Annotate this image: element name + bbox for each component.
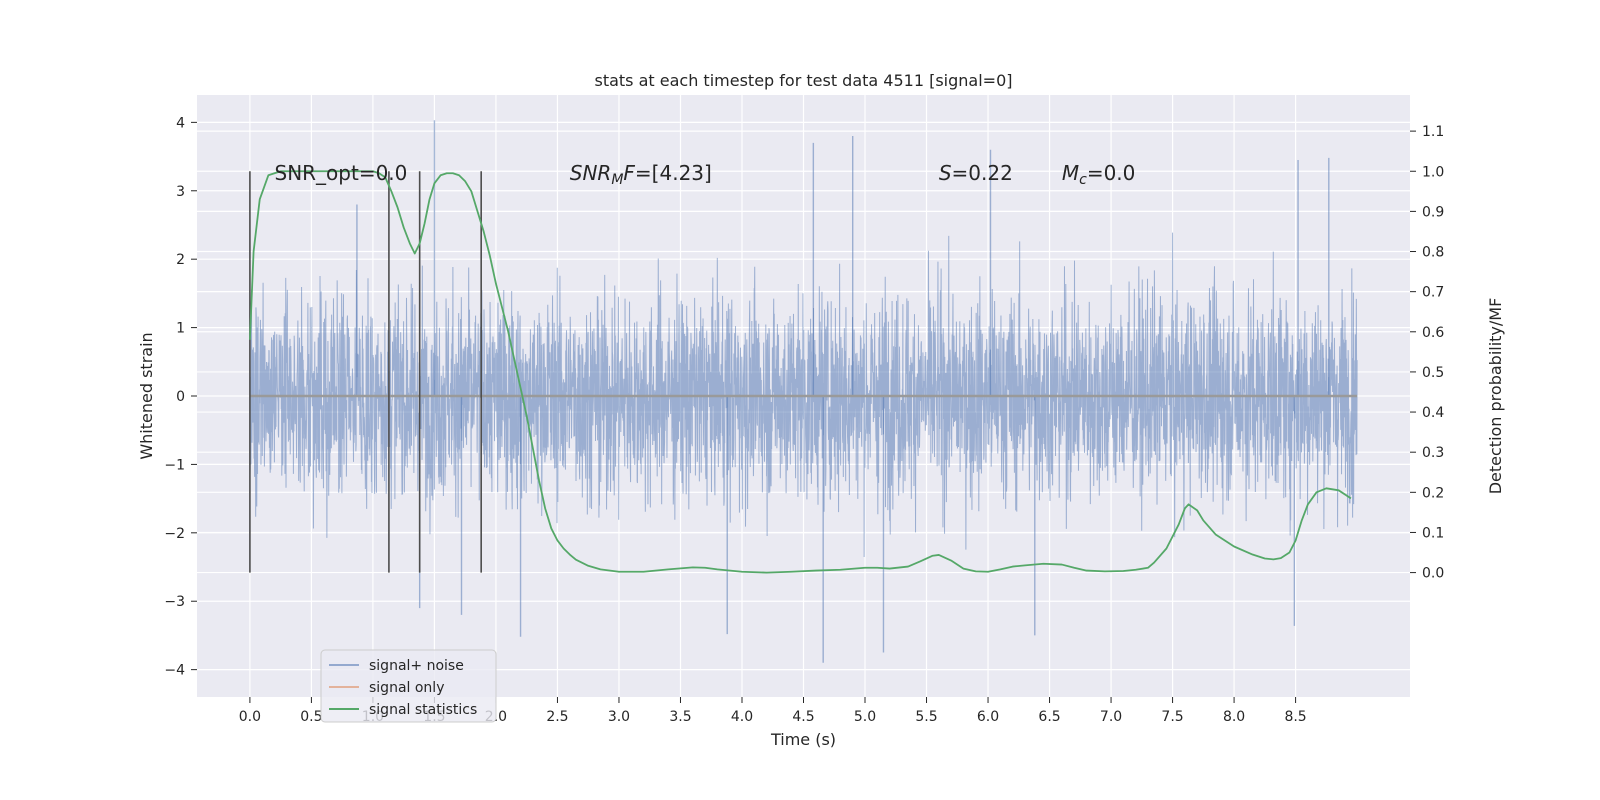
x-tick-label: 6.5 (1038, 709, 1060, 725)
y-right-tick-label: 1.0 (1422, 164, 1444, 180)
y-tick-label: −1 (164, 457, 185, 473)
y-right-tick-label: 0.6 (1422, 325, 1444, 341)
y-tick-label: 1 (176, 321, 185, 337)
x-tick-label: 4.0 (731, 709, 753, 725)
annotation-2: SNRMF=[4.23] (570, 161, 712, 188)
y-tick-label: 4 (176, 115, 185, 131)
legend: signal+ noise signal only signal statistic… (320, 649, 497, 723)
legend-label: signal statistics (369, 702, 477, 718)
y-right-tick-label: 0.5 (1422, 365, 1444, 381)
statistics-line (249, 170, 1352, 574)
x-tick-label: 6.0 (977, 709, 999, 725)
x-tick-label: 0.5 (300, 709, 322, 725)
y-axis-label: Whitened strain (137, 332, 156, 459)
x-tick-label: 8.5 (1284, 709, 1306, 725)
y-right-tick-label: 0.2 (1422, 485, 1444, 501)
x-tick-label: 3.5 (669, 709, 691, 725)
x-tick-label: 7.5 (1161, 709, 1183, 725)
y-tick-label: 2 (176, 252, 185, 268)
annotations: SNR_opt=0.0 SNRMF=[4.23] S=0.22 Mc=0.0 (275, 161, 1136, 188)
legend-label: signal+ noise (369, 658, 464, 674)
y-tick-label: −3 (164, 594, 185, 610)
x-tick-label: 0.0 (239, 709, 261, 725)
y-right-tick-label: 0.1 (1422, 525, 1444, 541)
y-right-tick-label: 0.8 (1422, 245, 1444, 261)
x-tick-label: 5.0 (854, 709, 876, 725)
legend-label: signal only (369, 680, 444, 696)
y-right-tick-label: 0.9 (1422, 204, 1444, 220)
x-axis-label: Time (s) (770, 730, 836, 749)
y-tick-label: 3 (176, 184, 185, 200)
y-right-tick-label: 0.7 (1422, 285, 1444, 301)
y-axis-right-label: Detection probability/MF (1486, 298, 1505, 495)
annotation-4: Mc=0.0 (1062, 161, 1136, 188)
x-tick-label: 8.0 (1223, 709, 1245, 725)
annotation-1: SNR_opt=0.0 (275, 161, 408, 185)
x-tick-label: 5.5 (915, 709, 937, 725)
x-tick-label: 3.0 (608, 709, 630, 725)
noise-line (249, 232, 1358, 557)
right-y-axis: 1.1 1.0 0.9 0.8 0.7 0.6 0.5 0.4 0.3 0.2 0.1 0.0 (1410, 124, 1444, 582)
y-right-tick-label: 0.0 (1422, 566, 1444, 582)
vertical-markers (249, 171, 482, 573)
legend-box (320, 649, 497, 723)
x-tick-label: 4.5 (792, 709, 814, 725)
x-tick-label: 7.0 (1100, 709, 1122, 725)
chart-title: stats at each timestep for test data 451… (594, 71, 1012, 90)
left-y-axis: 4 3 2 1 0 −1 −2 −3 −4 (164, 115, 197, 679)
y-tick-label: −2 (164, 526, 185, 542)
signal-statistics-trace (249, 170, 1352, 574)
y-right-tick-label: 0.3 (1422, 445, 1444, 461)
annotation-3: S=0.22 (939, 161, 1013, 185)
x-tick-label: 2.5 (546, 709, 568, 725)
y-right-tick-label: 1.1 (1422, 124, 1444, 140)
y-tick-label: −4 (164, 663, 185, 679)
y-tick-label: 0 (176, 389, 185, 405)
y-right-tick-label: 0.4 (1422, 405, 1444, 421)
signal-noise-trace (249, 120, 1358, 663)
